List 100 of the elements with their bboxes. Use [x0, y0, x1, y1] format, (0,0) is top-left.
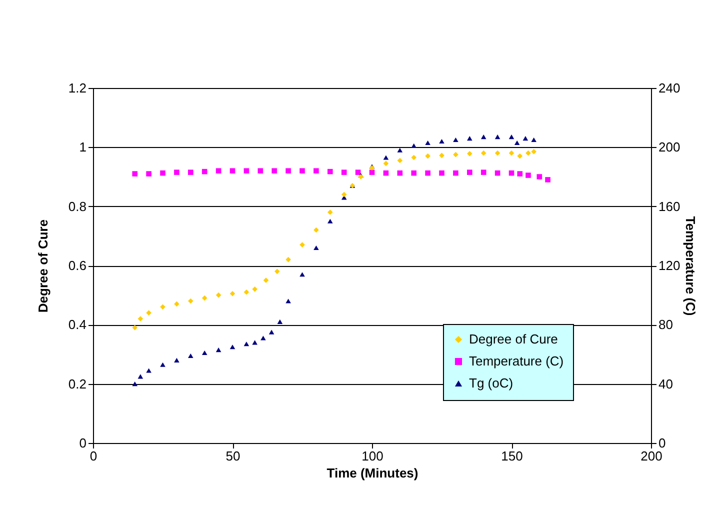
y2-axis-title: Temperature (C) [683, 216, 698, 316]
point [132, 171, 138, 176]
point [244, 289, 250, 295]
y2-tick-label: 240 [658, 80, 680, 96]
point [397, 158, 403, 164]
y2-tick-label: 200 [658, 140, 680, 155]
point [146, 310, 152, 316]
point [328, 168, 333, 174]
point [508, 150, 514, 156]
point [277, 319, 283, 324]
point [216, 348, 222, 352]
x-axis-title: Time (Minutes) [326, 466, 418, 480]
point [508, 134, 514, 140]
point [480, 170, 486, 175]
point [272, 168, 277, 174]
point [202, 350, 208, 356]
point [536, 174, 542, 180]
point [439, 170, 444, 176]
point [260, 336, 266, 340]
point [314, 245, 319, 250]
point [202, 295, 208, 301]
y-tick-label: 0.8 [68, 198, 86, 214]
point [517, 153, 523, 159]
point [411, 143, 416, 148]
y2-tick-label: 40 [658, 376, 673, 392]
point [467, 151, 472, 156]
point [514, 140, 520, 146]
point [341, 170, 347, 175]
point [480, 134, 486, 140]
point [252, 340, 258, 345]
legend-label: Temperature (C) [469, 354, 564, 368]
point [467, 136, 472, 141]
point [146, 368, 152, 373]
point [286, 168, 291, 174]
point [531, 137, 536, 142]
point [230, 344, 236, 350]
point [314, 168, 319, 174]
point [467, 170, 472, 175]
point [174, 358, 180, 362]
point [286, 298, 291, 304]
point [300, 168, 305, 174]
y2-tick-label: 120 [658, 258, 680, 273]
point [494, 150, 500, 156]
point [300, 242, 305, 248]
point [341, 192, 347, 198]
point [517, 171, 523, 176]
point [160, 362, 166, 367]
point [369, 170, 375, 175]
y2-tick-label: 160 [658, 198, 680, 214]
point [300, 272, 305, 277]
x-tick-label: 150 [501, 448, 523, 464]
point [397, 148, 403, 152]
point [425, 170, 430, 176]
legend-label: Degree of Cure [469, 332, 558, 346]
y2-tick-label: 0 [658, 436, 666, 450]
point [274, 268, 280, 274]
point [146, 171, 152, 176]
point [230, 290, 236, 296]
point [132, 382, 138, 386]
point [174, 170, 180, 175]
point [216, 292, 222, 298]
point [383, 155, 389, 160]
point [216, 168, 222, 174]
y-tick-label: 1 [79, 140, 86, 155]
point [453, 170, 458, 176]
point [188, 353, 194, 358]
y-tick-label: 0.6 [68, 258, 86, 273]
point [453, 152, 458, 158]
point [138, 374, 144, 379]
point [328, 218, 333, 224]
y-axis-title: Degree of Cure [35, 219, 50, 313]
point [531, 148, 536, 154]
point [494, 134, 500, 140]
point [453, 137, 458, 142]
point [160, 170, 166, 176]
y2-tick-label: 80 [658, 317, 673, 332]
point [132, 324, 138, 330]
point [230, 168, 236, 174]
y-tick-label: 0.2 [68, 376, 86, 392]
y-tick-label: 0.4 [68, 317, 86, 332]
y-tick-label: 1.2 [68, 80, 86, 96]
point [268, 330, 274, 334]
x-tick-label: 100 [362, 448, 384, 464]
point [526, 172, 531, 178]
point [328, 210, 333, 215]
point [286, 256, 291, 262]
x-tick-label: 200 [640, 448, 662, 464]
point [244, 168, 250, 174]
point [355, 170, 361, 175]
x-tick-label: 0 [90, 448, 98, 464]
point [545, 177, 550, 182]
point [522, 136, 528, 141]
point [411, 170, 416, 176]
point [439, 138, 444, 144]
point [188, 170, 194, 175]
legend-label: Tg (oC) [469, 376, 514, 390]
point [258, 168, 264, 174]
point [411, 154, 416, 160]
point [480, 150, 486, 156]
point [252, 286, 258, 292]
